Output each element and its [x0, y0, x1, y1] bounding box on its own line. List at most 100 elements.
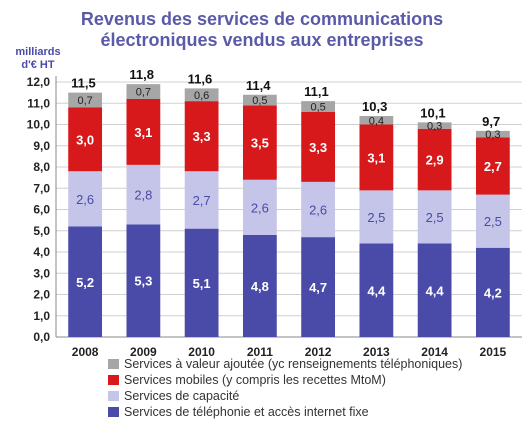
bar-stack-2013: 4,4 2,5 3,1 0,410,3 — [359, 99, 394, 337]
segment-value-label: 2,5 — [367, 210, 385, 225]
legend-item: Services de téléphonie et accès internet… — [108, 405, 369, 419]
legend-swatch — [108, 407, 119, 417]
total-value-label: 10,1 — [420, 105, 445, 120]
x-axis-ticks: 2008 2009 2010 2011 2012 2013 2014 2015 — [72, 345, 507, 359]
segment-value-label: 0,5 — [310, 101, 325, 113]
segment-value-label: 0,4 — [369, 115, 384, 127]
segment-value-label: 4,4 — [367, 283, 386, 298]
bar-segment — [126, 224, 161, 337]
bar-segment — [359, 190, 394, 244]
segment-value-label: 2,7 — [484, 159, 502, 174]
bar-segment — [126, 164, 161, 225]
segment-value-label: 2,8 — [134, 188, 152, 203]
bar-stack-2014: 4,4 2,5 2,9 0,310,1 — [417, 105, 452, 337]
segment-value-label: 2,6 — [76, 192, 94, 207]
bar-segment — [475, 130, 510, 138]
segment-value-label: 3,1 — [134, 125, 152, 140]
bar-segment — [68, 171, 103, 227]
total-value-label: 11,8 — [129, 67, 154, 82]
legend-label: Services de téléphonie et accès internet… — [124, 405, 369, 419]
x-tick-label: 2009 — [130, 345, 157, 359]
y-tick-label: 5,0 — [33, 224, 50, 238]
total-value-label: 9,7 — [482, 114, 500, 129]
y-tick-label: 12,0 — [27, 75, 51, 89]
bar-segment — [301, 101, 336, 112]
bar-segment — [184, 228, 219, 337]
bar-segment — [475, 194, 510, 248]
x-tick-label: 2012 — [305, 345, 332, 359]
chart-title: Revenus des services de communications é… — [81, 9, 443, 50]
segment-value-label: 5,1 — [193, 276, 211, 291]
x-tick-label: 2010 — [188, 345, 215, 359]
segment-value-label: 2,5 — [426, 210, 444, 225]
chart-title-line-1: Revenus des services de communications — [81, 9, 443, 29]
segment-value-label: 0,7 — [136, 87, 151, 99]
y-tick-label: 10,0 — [27, 118, 51, 132]
bar-stack-2010: 5,1 2,7 3,3 0,6 11,6 — [184, 71, 219, 337]
bar-segment — [242, 179, 277, 235]
legend-label: Services mobiles (y compris les recettes… — [124, 373, 386, 387]
bar-segment — [68, 226, 103, 337]
y-axis-label-line-2: d'€ HT — [21, 59, 54, 71]
segment-value-label: 3,3 — [193, 129, 211, 144]
bar-segment — [359, 124, 394, 191]
bar-segment — [417, 128, 452, 191]
bar-segment — [475, 137, 510, 195]
bar-segment — [359, 116, 394, 125]
total-value-label: 11,6 — [188, 71, 213, 86]
y-tick-label: 8,0 — [33, 160, 50, 174]
x-tick-label: 2013 — [363, 345, 390, 359]
y-tick-label: 1,0 — [33, 309, 50, 323]
bar-segment — [126, 84, 161, 99]
legend-swatch — [108, 375, 119, 385]
bar-segment — [184, 88, 219, 102]
y-tick-label: 11,0 — [27, 96, 50, 110]
total-value-label: 10,3 — [362, 99, 387, 114]
y-tick-label: 4,0 — [33, 245, 50, 259]
legend-item: Services de capacité — [108, 389, 239, 403]
bar-segment — [184, 101, 219, 172]
bar-segment — [417, 122, 452, 129]
total-value-label: 11,5 — [71, 76, 96, 91]
bar-segment — [242, 105, 277, 180]
bar-stack-2015: 4,2 2,5 2,7 0,39,7 — [475, 114, 510, 337]
bar-stack-2008: 5,2 2,6 3,0 0,7 11,5 — [68, 76, 103, 337]
bar-segment — [301, 111, 336, 182]
x-tick-label: 2011 — [247, 345, 273, 359]
segment-value-label: 4,7 — [309, 280, 327, 295]
x-tick-label: 2015 — [480, 345, 507, 359]
bar-segment — [126, 99, 161, 165]
segment-value-label: 0,5 — [252, 95, 267, 107]
y-tick-label: 9,0 — [33, 139, 50, 153]
x-tick-label: 2014 — [421, 345, 448, 359]
y-tick-label: 6,0 — [33, 203, 50, 217]
segment-value-label: 3,3 — [309, 140, 327, 155]
bar-stack-2011: 4,8 2,6 3,5 0,5 11,4 — [242, 78, 277, 337]
bar-segment — [417, 190, 452, 244]
segment-value-label: 4,2 — [484, 285, 502, 300]
segment-value-label: 4,8 — [251, 279, 269, 294]
grid-lines — [55, 76, 522, 338]
y-tick-label: 2,0 — [33, 288, 50, 302]
segment-value-label: 2,5 — [484, 214, 502, 229]
y-tick-label: 7,0 — [33, 181, 50, 195]
segment-value-label: 2,6 — [251, 200, 269, 215]
bar-segment — [301, 237, 336, 337]
legend-swatch — [108, 391, 119, 401]
bar-segment — [242, 235, 277, 337]
total-value-label: 11,4 — [246, 78, 271, 93]
segment-value-label: 0,7 — [77, 95, 92, 107]
x-tick-label: 2008 — [72, 345, 99, 359]
legend-swatch — [108, 359, 119, 369]
bars: 5,2 2,6 3,0 0,7 11,5 5,3 2,8 3,1 0,7 11,8 5,1 2,7 3,… — [68, 67, 510, 337]
bar-segment — [68, 107, 103, 172]
legend-label: Services à valeur ajoutée (yc renseignem… — [124, 357, 462, 371]
bar-stack-2009: 5,3 2,8 3,1 0,7 11,8 — [126, 67, 161, 337]
bar-segment — [475, 247, 510, 337]
segment-value-label: 4,4 — [426, 283, 445, 298]
y-axis-label-line-1: milliards — [15, 46, 60, 58]
segment-value-label: 0,6 — [194, 90, 209, 102]
y-tick-label: 0,0 — [33, 330, 50, 344]
